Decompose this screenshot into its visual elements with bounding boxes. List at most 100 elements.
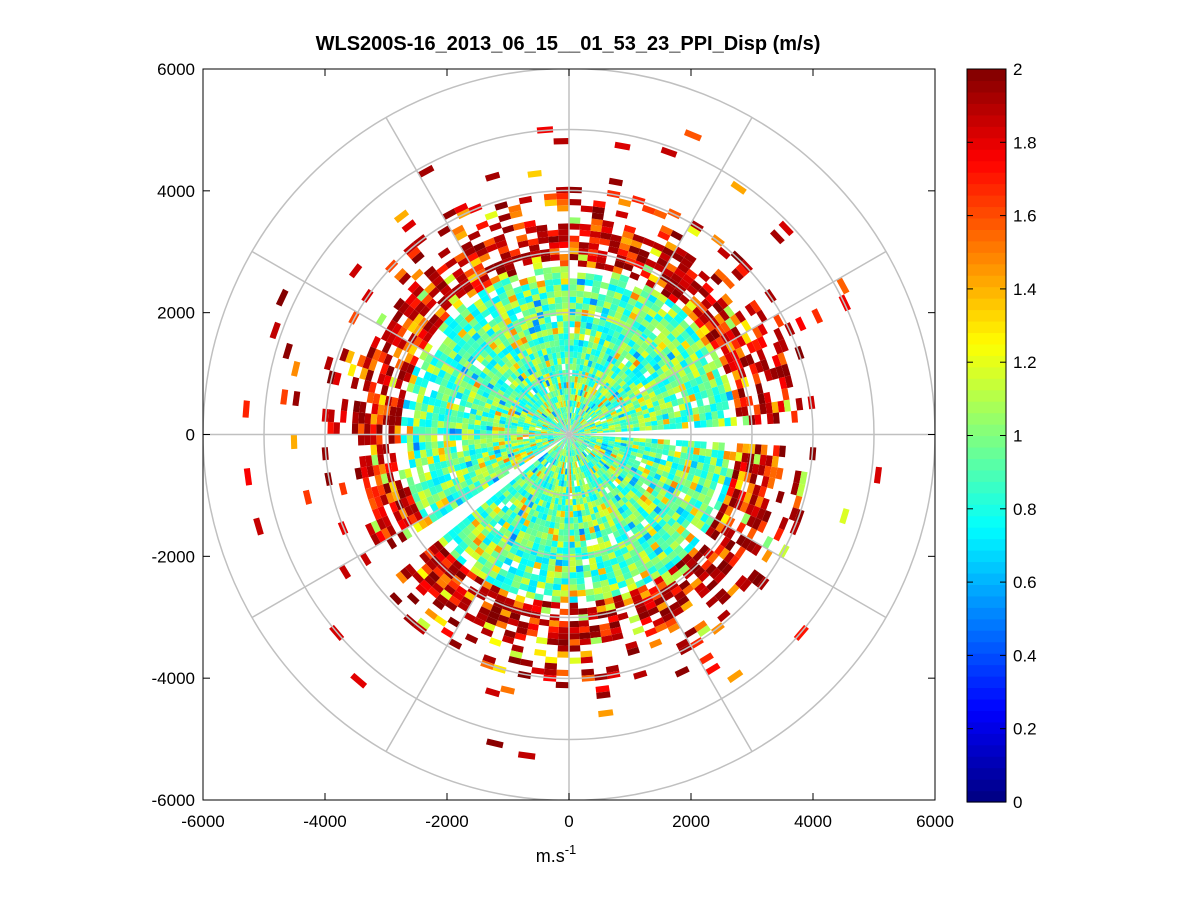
data-cell [480, 358, 490, 367]
data-cell [671, 555, 682, 566]
data-cell [744, 303, 757, 317]
data-cell [493, 506, 502, 515]
data-cell [464, 313, 475, 323]
data-cell [584, 437, 591, 441]
data-cell [467, 423, 475, 430]
data-cell [705, 471, 714, 481]
data-cell [438, 454, 447, 462]
data-cell [493, 445, 500, 451]
data-cell [792, 495, 803, 510]
data-cell [591, 404, 598, 411]
data-cell [742, 415, 750, 426]
data-cell [463, 450, 470, 457]
data-cell [490, 366, 499, 375]
data-cell [526, 401, 533, 408]
data-cell [560, 455, 564, 462]
data-cell [553, 577, 562, 585]
data-cell [644, 464, 653, 471]
data-cell [518, 516, 526, 525]
data-cell [574, 376, 579, 383]
data-cell [598, 403, 605, 410]
data-cell [598, 490, 605, 498]
data-cell [617, 499, 625, 507]
data-cell [461, 439, 469, 446]
data-cell [457, 385, 466, 394]
data-cell [525, 347, 533, 356]
data-cell [561, 461, 565, 469]
data-cell [506, 551, 516, 561]
data-cell [576, 395, 580, 402]
data-cell [577, 438, 584, 442]
data-cell [524, 444, 531, 449]
data-cell [692, 551, 704, 563]
data-cell [587, 393, 593, 400]
data-cell [431, 427, 438, 435]
data-cell [605, 401, 612, 408]
data-cell [466, 396, 475, 404]
data-cell [573, 339, 579, 346]
data-cell [671, 251, 684, 263]
data-cell [731, 469, 740, 480]
colorbar-tick-label: 1.6 [1013, 207, 1037, 226]
data-cell [484, 687, 501, 698]
data-cell [541, 348, 548, 356]
data-cell [646, 486, 654, 494]
data-cell [543, 193, 557, 201]
data-cell [560, 596, 569, 603]
data-cell [700, 486, 710, 496]
data-cell [582, 412, 588, 419]
data-cell [564, 419, 567, 426]
data-cell [533, 371, 540, 379]
data-cell [655, 493, 665, 502]
data-cell [654, 622, 668, 633]
data-cell [446, 380, 455, 390]
data-cell [611, 400, 619, 406]
data-cell [595, 369, 602, 377]
data-cell [553, 437, 560, 440]
data-cell [702, 363, 712, 374]
data-cell [607, 519, 615, 527]
data-cell [547, 564, 556, 572]
data-cell [671, 288, 683, 299]
colorbar-band [967, 298, 1006, 311]
data-cell [535, 530, 543, 539]
data-cell [514, 453, 522, 459]
data-cell [437, 247, 451, 259]
data-cell [624, 344, 633, 353]
data-cell [670, 230, 684, 242]
data-cell [548, 440, 555, 444]
data-cell [644, 506, 654, 515]
data-cell [765, 455, 773, 467]
data-cell [560, 278, 569, 285]
data-cell [527, 340, 535, 348]
data-cell [452, 298, 463, 310]
data-cell [569, 424, 571, 431]
data-cell [605, 664, 620, 674]
data-cell [721, 458, 730, 469]
data-cell [632, 494, 640, 502]
data-cell [606, 459, 613, 466]
data-cell [653, 457, 661, 464]
data-cell [686, 284, 698, 296]
data-cell [690, 577, 703, 589]
data-cell [537, 444, 544, 449]
data-cell [536, 400, 543, 406]
data-cell [554, 565, 563, 573]
data-cell [717, 384, 726, 395]
data-cell [523, 342, 531, 350]
data-cell [590, 451, 597, 456]
data-cell [501, 382, 510, 390]
data-cell [599, 623, 611, 631]
data-cell [590, 395, 597, 402]
data-cell [574, 315, 582, 322]
data-cell [515, 338, 523, 347]
data-cell [498, 494, 506, 502]
data-cell [586, 594, 596, 602]
data-cell [412, 426, 420, 435]
data-cell [549, 340, 556, 348]
data-cell [508, 294, 518, 303]
data-cell [437, 385, 446, 394]
data-cell [677, 595, 690, 607]
data-cell [642, 284, 654, 294]
data-cell [584, 438, 591, 442]
